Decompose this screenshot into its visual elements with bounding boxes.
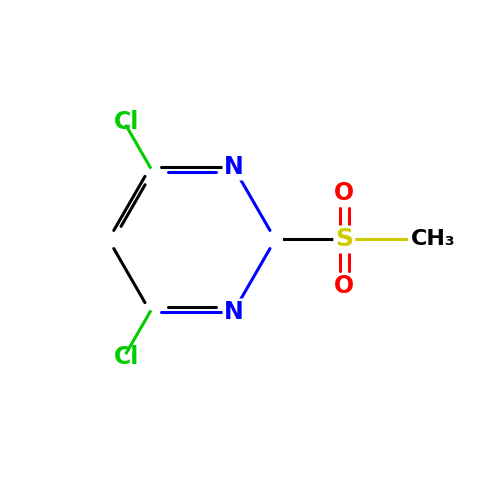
Text: CH₃: CH₃ [411,229,456,250]
Text: Cl: Cl [114,110,139,134]
Text: Cl: Cl [114,345,139,369]
Text: O: O [334,182,354,205]
Text: S: S [335,228,354,251]
Text: O: O [334,274,354,297]
Text: N: N [224,300,243,324]
Text: N: N [224,155,243,179]
